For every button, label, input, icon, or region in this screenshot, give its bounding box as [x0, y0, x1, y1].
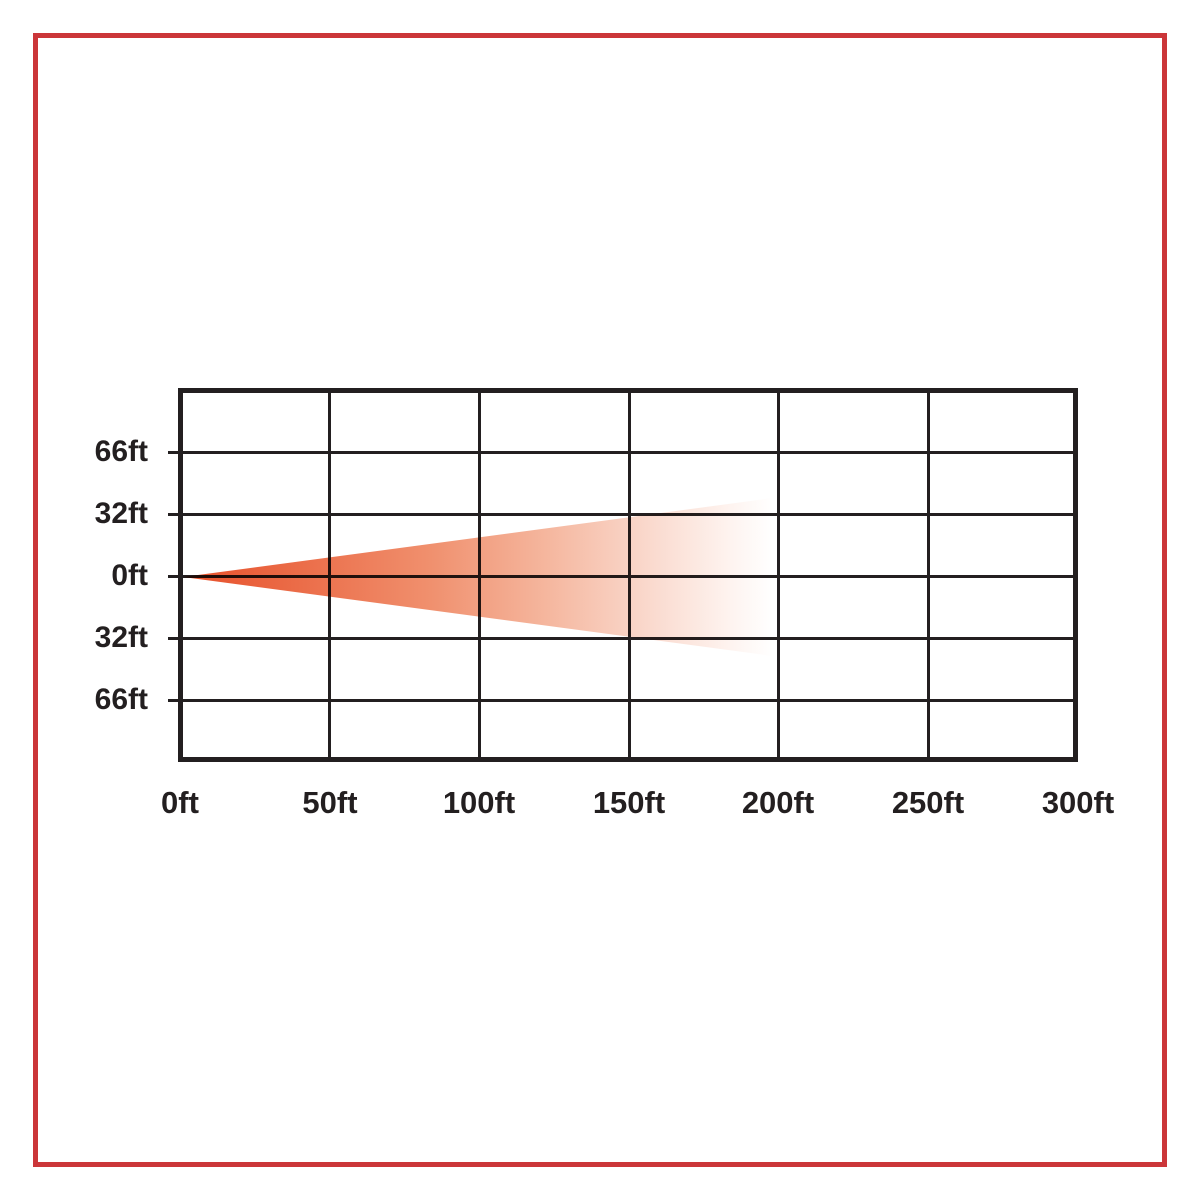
x-axis-label: 100ft — [442, 785, 516, 820]
y-axis-label: 66ft — [94, 683, 148, 716]
y-axis-tick — [168, 451, 178, 454]
y-axis-tick — [168, 699, 178, 702]
y-axis-tick — [168, 637, 178, 640]
y-axis-label: 32ft — [94, 621, 148, 654]
gridline-v-250ft — [927, 393, 930, 757]
plot-area-border — [178, 388, 1078, 762]
y-axis-label: 32ft — [94, 497, 148, 530]
x-axis-label: 200ft — [741, 785, 815, 820]
red-border-frame — [33, 33, 1167, 1167]
y-axis-tick — [168, 513, 178, 516]
x-axis-label: 250ft — [891, 785, 965, 820]
x-axis-label: 300ft — [1041, 785, 1115, 820]
x-axis-label: 150ft — [592, 785, 666, 820]
x-axis-label: 50ft — [302, 785, 358, 820]
y-axis-tick — [168, 575, 178, 578]
y-axis-label: 0ft — [111, 559, 148, 592]
gridline-v-200ft — [777, 393, 780, 757]
y-axis-label: 66ft — [94, 435, 148, 468]
x-axis-label: 0ft — [161, 785, 199, 820]
